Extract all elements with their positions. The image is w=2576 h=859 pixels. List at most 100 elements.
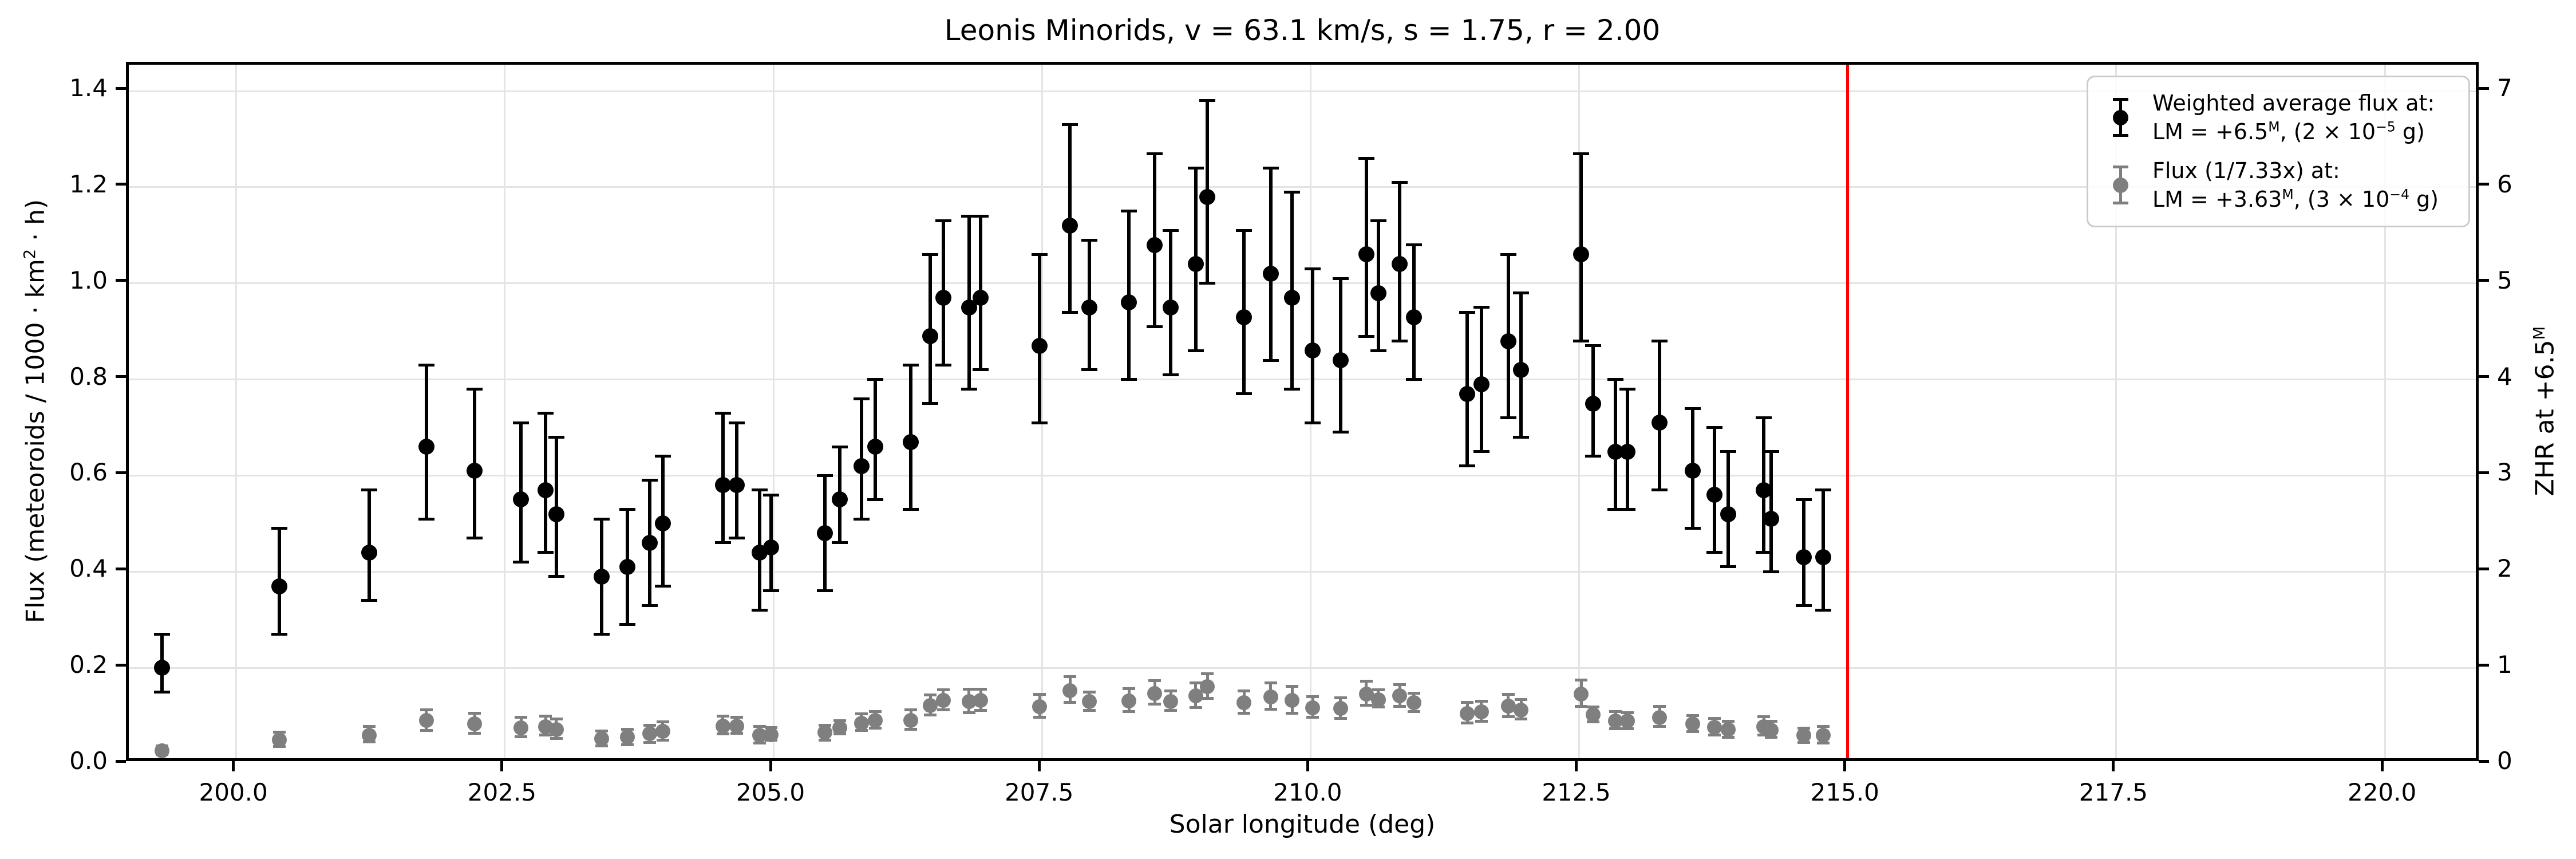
errorbar-cap [904,708,918,711]
errorbar-cap [1685,527,1701,530]
y-tick-right [2479,279,2489,282]
errorbar-cap [922,402,939,405]
y-tick-label-right: 4 [2497,362,2512,391]
errorbar-cap [1575,704,1588,708]
errorbar-cap [642,604,658,607]
errorbar-cap [855,712,868,716]
errorbar-cap [937,688,950,692]
data-point-black [154,660,171,676]
y-axis-label-right-text: ZHR at +6.5 [2530,340,2560,497]
errorbar-cap [1686,714,1700,717]
data-point-black [922,328,939,345]
x-tick-label: 210.0 [1273,778,1342,806]
errorbar-cap [1148,679,1161,683]
data-point-gray [1652,710,1668,725]
y-tick-right [2479,471,2489,474]
data-point-black [935,290,951,306]
x-tick-label: 217.5 [2079,778,2148,806]
y-tick-label-right: 2 [2497,554,2512,583]
errorbar-cap [1264,707,1277,711]
errorbar-cap [1238,689,1251,692]
data-point-gray [1796,728,1811,743]
errorbar-cap [962,687,975,691]
errorbar-cap [1619,507,1635,511]
data-point-gray [729,718,745,734]
errorbar-cap [1360,704,1373,707]
data-point-gray [271,732,287,748]
errorbar-cap [1461,701,1474,704]
x-tick [769,761,772,771]
data-point-gray [715,718,730,734]
errorbar-cap [418,517,434,521]
data-point-black [1815,549,1831,566]
errorbar-cap [1393,704,1406,708]
data-point-black [1163,299,1179,316]
errorbar-cap [1163,229,1179,232]
errorbar-cap [621,743,634,746]
errorbar-cap [1708,716,1721,720]
data-point-black [1284,290,1301,306]
y-gridline [129,282,2476,285]
errorbar-cap [1475,700,1488,703]
errorbar-cap [1756,551,1772,554]
errorbar-cap [1360,680,1373,683]
errorbar-cap [1392,340,1408,343]
y-tick-right [2479,663,2489,667]
x-tick [1306,761,1309,771]
errorbar-cap [1586,706,1599,709]
data-point-gray [1764,723,1779,738]
errorbar-cap [550,737,563,740]
data-point-gray [1585,707,1601,723]
legend-entry-label: Flux (1/7.33x) at: LM = +3.63M, (3 × 10−… [2152,156,2439,214]
errorbar-cap [1286,711,1299,715]
data-point-gray [1370,692,1386,707]
data-point-black [729,477,745,494]
data-point-gray [655,723,670,739]
x-tick-label: 207.5 [1005,778,1074,806]
data-point-black [1147,237,1163,253]
errorbar-cap [642,479,658,482]
errorbar-cap [593,517,610,521]
legend-entry-label: Weighted average flux at: LM = +6.5M, (2… [2152,89,2435,146]
errorbar-cap [974,708,987,712]
data-point-gray [1721,722,1736,738]
errorbar-cap [1164,709,1178,712]
data-point-gray [764,727,779,742]
errorbar-cap [1393,683,1406,687]
errorbar-cap [467,387,483,391]
errorbar-cap [961,387,977,391]
y-axis-label-left-tail: · h) [21,199,50,249]
x-gridline [1041,65,1043,758]
y-tick-left [116,759,126,763]
errorbar-cap-glyph [2113,166,2128,169]
errorbar-cap [1757,734,1771,737]
errorbar-cap [1722,719,1735,723]
errorbar-cap [817,474,833,477]
errorbar-cap [1621,711,1634,714]
errorbar-cap [1459,464,1476,468]
errorbar-cap [595,729,608,732]
errorbar-cap [853,517,870,521]
errorbar-cap [937,708,950,711]
y-gridline [129,379,2476,381]
errorbar-cap [515,735,527,738]
errorbar-cap [515,716,527,719]
errorbar-cap [1473,450,1490,454]
y-tick-label-left: 1.0 [69,266,108,294]
legend-entry-line2: LM = +6.5M, (2 × 10−5 g) [2152,119,2425,145]
errorbar-cap [1334,696,1347,699]
data-point-gray [1392,688,1408,703]
x-tick [2112,761,2115,771]
errorbar-cap [1199,99,1216,103]
x-gridline [1309,65,1311,758]
x-tick-label: 200.0 [199,778,268,806]
data-point-black [1262,266,1279,282]
data-point-black [1062,218,1078,234]
data-point-black [513,491,529,508]
y-tick-label-right: 7 [2497,74,2512,103]
y-tick-label-left: 1.4 [69,74,108,103]
errorbar-cap [867,498,884,501]
errorbar-cap [1370,349,1386,352]
x-gridline [2115,65,2117,758]
data-point-gray [1500,699,1516,714]
